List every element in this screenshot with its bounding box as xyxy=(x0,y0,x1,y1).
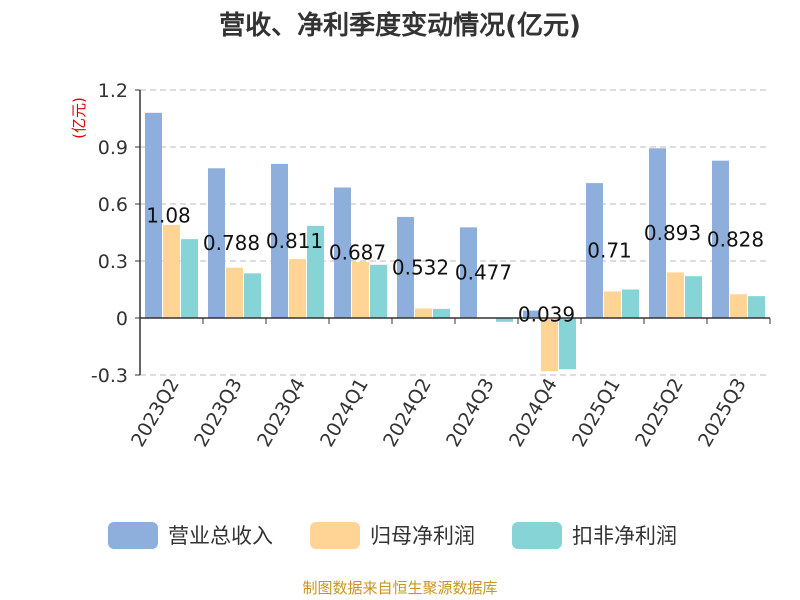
bar-2024Q2-1 xyxy=(415,308,432,318)
x-tick-label: 2023Q4 xyxy=(253,375,310,451)
data-label: 0.788 xyxy=(203,231,260,255)
legend-swatch xyxy=(108,522,158,549)
x-tick-label: 2024Q1 xyxy=(316,375,373,451)
bar-2023Q4-2 xyxy=(307,225,324,318)
bar-2025Q2-1 xyxy=(667,272,684,318)
bar-2023Q3-0 xyxy=(208,168,225,318)
x-tick-label: 2025Q3 xyxy=(694,375,751,451)
bar-2025Q1-2 xyxy=(622,289,639,318)
data-label: 0.477 xyxy=(455,261,512,285)
bar-2023Q3-2 xyxy=(244,273,261,318)
bar-2025Q2-2 xyxy=(685,276,702,318)
y-axis-unit: (亿元) xyxy=(70,97,88,139)
bar-2023Q3-1 xyxy=(226,267,243,318)
bar-2024Q1-0 xyxy=(334,187,351,318)
x-axis-ticks: 2023Q2 2023Q3 2023Q4 2024Q1 2024Q2 2024Q3 2024… xyxy=(127,318,771,451)
bar-2023Q2-2 xyxy=(181,239,198,318)
legend: 营业总收入 归母净利润 扣非净利润 xyxy=(108,522,677,549)
bar-2024Q2-0 xyxy=(397,216,414,318)
chart-title: 营收、净利季度变动情况(亿元) xyxy=(219,10,581,41)
bars xyxy=(145,112,765,372)
bar-2024Q3-0 xyxy=(460,227,477,318)
bar-2023Q4-1 xyxy=(289,259,306,318)
y-tick-label: 0 xyxy=(116,308,128,330)
bar-2024Q4-0 xyxy=(523,310,540,318)
data-label: 0.039 xyxy=(518,302,575,326)
data-label: 0.811 xyxy=(266,229,323,253)
bar-2024Q1-1 xyxy=(352,261,369,318)
bar-2025Q3-1 xyxy=(730,294,747,318)
y-tick-label: -0.3 xyxy=(91,365,128,387)
legend-label: 扣非净利润 xyxy=(572,524,677,548)
bar-2024Q3-2 xyxy=(496,318,513,322)
bar-2025Q3-2 xyxy=(748,296,765,318)
bar-2024Q2-2 xyxy=(433,308,450,318)
x-tick-label: 2024Q3 xyxy=(442,375,499,451)
data-label: 0.71 xyxy=(587,239,632,263)
bar-2024Q4-2 xyxy=(559,318,576,370)
y-tick-label: 1.2 xyxy=(98,80,128,102)
bar-2025Q3-0 xyxy=(712,160,729,318)
data-label: 0.893 xyxy=(644,221,701,245)
source-note: 制图数据来自恒生聚源数据库 xyxy=(302,579,497,597)
data-label: 0.532 xyxy=(392,255,449,279)
data-label: 0.828 xyxy=(707,227,764,251)
data-label: 1.08 xyxy=(146,203,191,227)
x-tick-label: 2023Q2 xyxy=(127,375,184,451)
bar-2023Q2-1 xyxy=(163,224,180,318)
data-label: 0.687 xyxy=(329,241,386,265)
x-tick-label: 2024Q4 xyxy=(505,375,562,451)
y-tick-label: 0.3 xyxy=(98,251,128,273)
bar-2025Q1-0 xyxy=(586,183,603,318)
legend-swatch xyxy=(310,522,360,549)
bar-2024Q4-1 xyxy=(541,318,558,372)
bar-2024Q1-2 xyxy=(370,264,387,318)
legend-swatch xyxy=(512,522,562,549)
bar-2023Q2-0 xyxy=(145,112,162,318)
x-tick-label: 2023Q3 xyxy=(190,375,247,451)
x-tick-label: 2025Q2 xyxy=(631,375,688,451)
x-tick-label: 2024Q2 xyxy=(379,375,436,451)
y-axis-ticks: -0.3 0 0.3 0.6 0.9 1.2 xyxy=(91,80,140,387)
y-tick-label: 0.6 xyxy=(98,194,128,216)
legend-label: 归母净利润 xyxy=(370,524,475,548)
legend-label: 营业总收入 xyxy=(168,524,273,548)
y-tick-label: 0.9 xyxy=(98,137,128,159)
bar-2025Q2-0 xyxy=(649,148,666,318)
bar-2023Q4-0 xyxy=(271,163,288,318)
x-tick-label: 2025Q1 xyxy=(568,375,625,451)
bar-2025Q1-1 xyxy=(604,291,621,318)
